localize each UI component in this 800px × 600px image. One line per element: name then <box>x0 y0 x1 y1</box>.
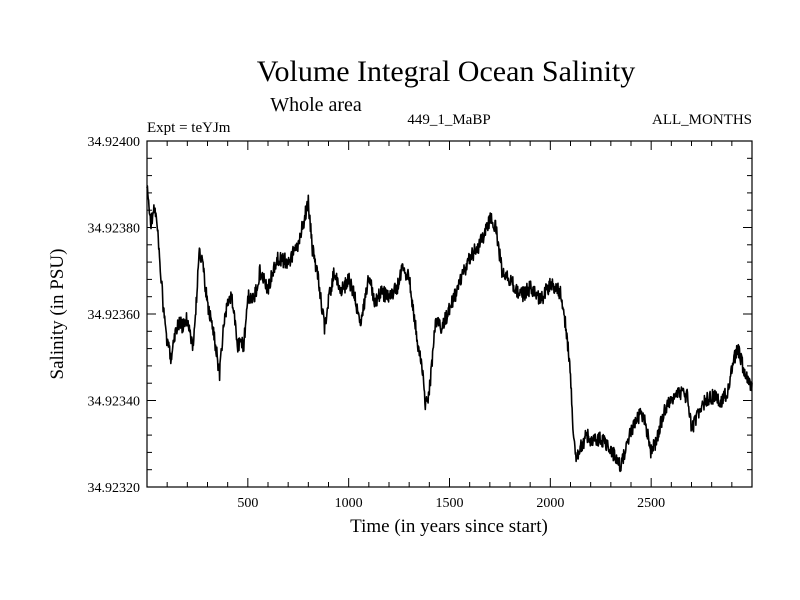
y-axis-label: Salinity (in PSU) <box>47 249 68 380</box>
y-tick-label: 34.92380 <box>88 222 141 237</box>
series-layer <box>146 185 753 473</box>
y-tick-label: 34.92360 <box>88 308 141 323</box>
axes-layer: 500 1000 1500 2000 2500 34.92320 34.92340 34.92… <box>88 135 752 511</box>
x-tick-label: 2500 <box>637 496 665 511</box>
x-tick-label: 1500 <box>436 496 464 511</box>
x-tick-label: 1000 <box>335 496 363 511</box>
x-axis-label: Time (in years since start) <box>350 516 548 537</box>
y-tick-label: 34.92340 <box>88 395 141 410</box>
chart-subtitle: Whole area <box>270 94 362 116</box>
chart-title: Volume Integral Ocean Salinity <box>257 55 636 88</box>
y-tick-label: 34.92400 <box>88 135 141 150</box>
x-tick-label: 2000 <box>536 496 564 511</box>
x-tick-label: 500 <box>237 496 258 511</box>
y-tick-label: 34.92320 <box>88 481 141 496</box>
experiment-label: Expt = teYJm <box>147 120 231 136</box>
salinity-series-line <box>146 185 753 473</box>
months-label: ALL_MONTHS <box>652 112 752 128</box>
run-id-label: 449_1_MaBP <box>407 112 490 128</box>
plot-frame <box>146 140 753 488</box>
